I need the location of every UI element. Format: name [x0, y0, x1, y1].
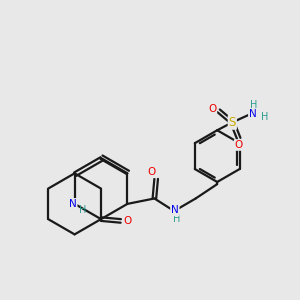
Text: N: N: [69, 199, 77, 209]
Text: H: H: [79, 205, 86, 215]
Text: H: H: [250, 100, 257, 110]
Text: O: O: [148, 167, 156, 177]
Text: S: S: [229, 116, 236, 129]
Text: O: O: [208, 104, 216, 114]
Text: N: N: [249, 109, 257, 119]
Text: H: H: [173, 214, 181, 224]
Text: O: O: [123, 216, 131, 226]
Text: O: O: [235, 140, 243, 150]
Text: H: H: [261, 112, 268, 122]
Text: N: N: [171, 205, 179, 215]
